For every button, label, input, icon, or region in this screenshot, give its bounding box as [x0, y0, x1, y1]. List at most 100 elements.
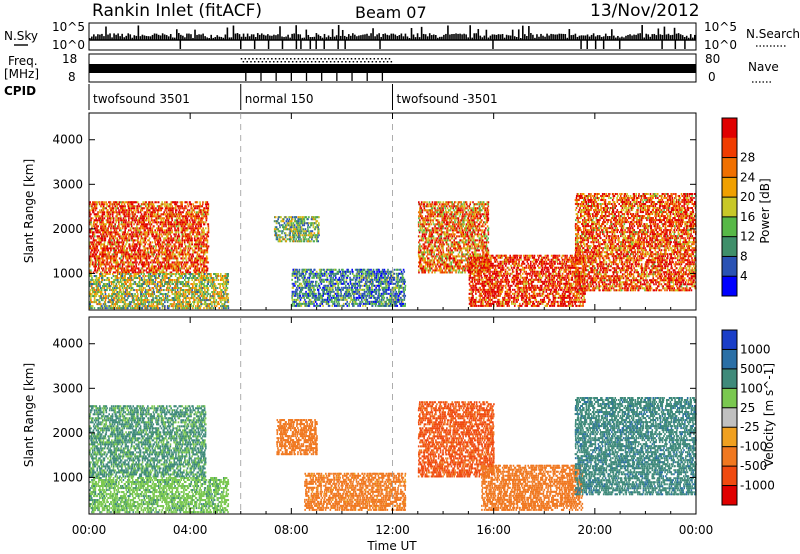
- range-time-cell: [132, 219, 134, 221]
- noise-bar: [591, 35, 593, 40]
- range-time-cell: [219, 291, 221, 293]
- range-time-cell: [154, 235, 156, 237]
- noise-bar: [554, 35, 556, 40]
- range-time-cell: [103, 201, 105, 203]
- range-time-cell: [103, 211, 105, 213]
- range-time-cell: [298, 228, 300, 230]
- range-time-cell: [222, 277, 224, 279]
- range-time-cell: [110, 219, 112, 221]
- range-time-cell: [130, 259, 132, 261]
- range-time-cell: [178, 225, 180, 227]
- noise-bar: [486, 30, 488, 40]
- range-time-cell: [149, 283, 151, 285]
- range-time-cell: [151, 307, 153, 309]
- range-time-cell: [205, 251, 207, 253]
- range-time-cell: [141, 221, 143, 223]
- range-time-cell: [220, 305, 222, 307]
- range-time-cell: [133, 229, 135, 231]
- range-time-cell: [209, 279, 211, 281]
- range-time-cell: [167, 257, 169, 259]
- range-time-cell: [186, 245, 188, 247]
- range-time-cell: [175, 201, 177, 203]
- range-time-cell: [185, 303, 187, 305]
- range-time-cell: [318, 232, 320, 234]
- nave-dot: [265, 61, 267, 63]
- range-time-cell: [182, 281, 184, 283]
- range-time-cell: [161, 233, 163, 235]
- range-time-cell: [152, 259, 154, 261]
- range-time-cell: [206, 243, 208, 245]
- range-time-cell: [198, 213, 200, 215]
- range-time-cell: [191, 283, 193, 285]
- range-time-cell: [199, 241, 201, 243]
- noise-bar: [457, 34, 459, 40]
- range-time-cell: [129, 239, 131, 241]
- range-time-cell: [166, 261, 168, 263]
- range-time-cell: [190, 227, 192, 229]
- range-time-cell: [107, 217, 109, 219]
- range-time-cell: [190, 289, 192, 291]
- noise-bar: [382, 34, 384, 40]
- nave-dot: [296, 61, 298, 63]
- range-time-cell: [114, 207, 116, 209]
- range-time-cell: [205, 293, 207, 295]
- range-time-cell: [156, 295, 158, 297]
- range-time-cell: [295, 238, 297, 240]
- range-time-cell: [172, 211, 174, 213]
- range-time-cell: [311, 224, 313, 226]
- range-time-cell: [145, 299, 147, 301]
- range-time-cell: [127, 279, 129, 281]
- range-time-cell: [104, 251, 106, 253]
- range-time-cell: [106, 261, 108, 263]
- range-time-cell: [104, 279, 106, 281]
- range-time-cell: [94, 289, 96, 291]
- range-time-cell: [112, 213, 114, 215]
- nave-dot: [271, 58, 273, 60]
- range-time-cell: [144, 233, 146, 235]
- range-time-cell: [140, 211, 142, 213]
- range-time-cell: [164, 203, 166, 205]
- range-time-cell: [101, 291, 103, 293]
- range-time-cell: [168, 261, 170, 263]
- range-time-cell: [306, 234, 308, 236]
- range-time-cell: [175, 245, 177, 247]
- range-time-cell: [126, 237, 128, 239]
- range-time-cell: [202, 227, 204, 229]
- noise-bar: [332, 29, 334, 40]
- nave-dot: [368, 61, 370, 63]
- range-time-cell: [137, 205, 139, 207]
- range-time-cell: [140, 249, 142, 251]
- range-time-cell: [128, 211, 130, 213]
- range-time-cell: [94, 235, 96, 237]
- range-time-cell: [124, 207, 126, 209]
- range-time-cell: [144, 277, 146, 279]
- range-time-cell: [133, 263, 135, 265]
- range-time-cell: [199, 273, 201, 275]
- range-time-cell: [204, 253, 206, 255]
- range-time-cell: [115, 293, 117, 295]
- range-time-cell: [192, 249, 194, 251]
- range-time-cell: [190, 235, 192, 237]
- range-time-cell: [102, 273, 104, 275]
- range-time-cell: [191, 293, 193, 295]
- range-time-cell: [281, 240, 283, 242]
- range-time-cell: [93, 209, 95, 211]
- range-time-cell: [128, 237, 130, 239]
- range-time-cell: [123, 301, 125, 303]
- range-time-cell: [178, 307, 180, 309]
- range-time-cell: [194, 301, 196, 303]
- range-time-cell: [126, 287, 128, 289]
- range-time-cell: [131, 283, 133, 285]
- nsky-tick-top: 10^5: [52, 20, 85, 34]
- range-time-cell: [108, 277, 110, 279]
- range-time-cell: [153, 253, 155, 255]
- range-time-cell: [140, 269, 142, 271]
- range-time-cell: [146, 289, 148, 291]
- range-time-cell: [95, 227, 97, 229]
- range-time-cell: [170, 237, 172, 239]
- range-time-cell: [127, 203, 129, 205]
- range-time-cell: [156, 231, 158, 233]
- range-time-cell: [113, 217, 115, 219]
- range-time-cell: [182, 301, 184, 303]
- range-time-cell: [181, 273, 183, 275]
